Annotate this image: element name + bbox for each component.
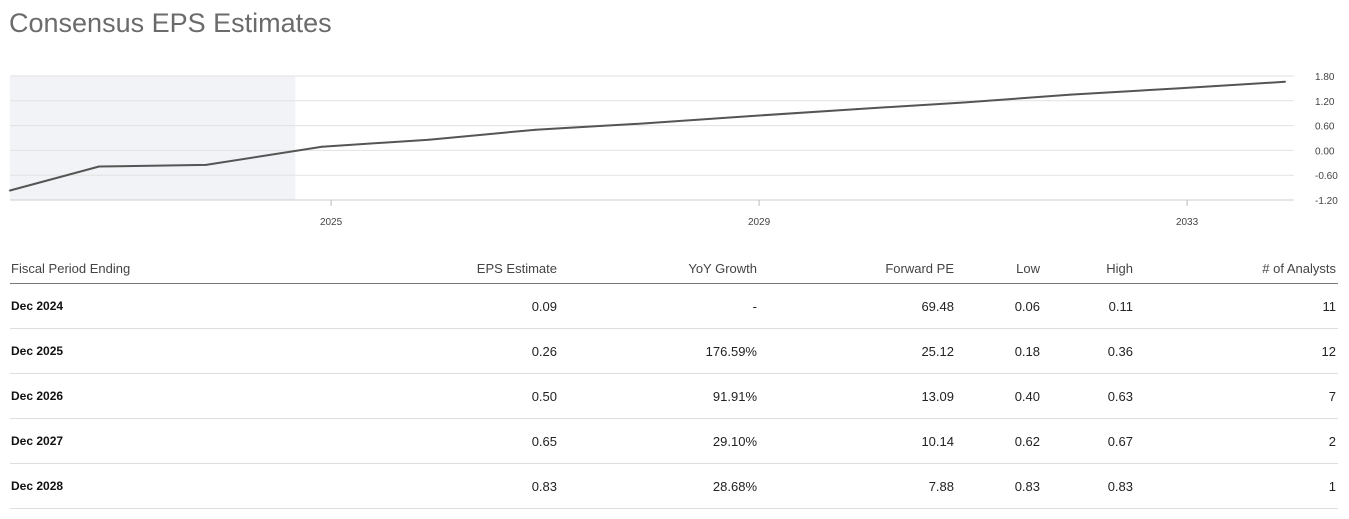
cell-num-analysts: 2	[1135, 418, 1338, 464]
y-tick-label: -1.20	[1315, 196, 1338, 207]
x-tick-label: 2025	[320, 217, 343, 228]
cell-high: 0.36	[1042, 328, 1135, 374]
cell-eps-estimate: 0.65	[270, 418, 559, 464]
eps-data-point	[855, 108, 858, 111]
cell-yoy-growth: 28.68%	[559, 463, 759, 509]
cell-yoy-growth: -	[559, 283, 759, 329]
cell-num-analysts: 12	[1135, 328, 1338, 374]
eps-data-point	[641, 122, 644, 125]
eps-data-point	[9, 189, 11, 192]
cell-forward-pe: 69.48	[759, 283, 956, 329]
cell-fiscal-period: Dec 2028	[10, 463, 270, 509]
eps-data-point	[320, 145, 323, 148]
y-tick-label: 1.20	[1315, 97, 1335, 108]
eps-data-point	[98, 165, 101, 168]
header-low[interactable]: Low	[956, 253, 1042, 284]
header-num-analysts[interactable]: # of Analysts	[1135, 253, 1338, 284]
cell-high: 0.11	[1042, 283, 1135, 329]
cell-num-analysts: 7	[1135, 373, 1338, 419]
y-tick-label: -0.60	[1315, 171, 1338, 182]
cell-eps-estimate: 0.09	[270, 283, 559, 329]
header-fiscal-period[interactable]: Fiscal Period Ending	[10, 253, 270, 284]
cell-num-analysts: 11	[1135, 283, 1338, 329]
eps-data-point	[1069, 93, 1072, 96]
cell-yoy-growth: 29.10%	[559, 418, 759, 464]
y-tick-label: 0.60	[1315, 122, 1335, 133]
eps-line-chart: 1.80 1.20 0.60 0.00 -0.60 -1.20 2025 2029 2033	[9, 72, 1338, 228]
cell-forward-pe: 10.14	[759, 418, 956, 464]
eps-data-point	[1176, 87, 1179, 90]
table-header-row: Fiscal Period Ending EPS Estimate YoY Gr…	[10, 253, 1338, 284]
eps-data-point	[204, 163, 207, 166]
table-row: Dec 2028 0.83 28.68% 7.88 0.83 0.83 1	[10, 463, 1338, 509]
header-yoy-growth[interactable]: YoY Growth	[559, 253, 759, 284]
x-tick-label: 2033	[1176, 217, 1199, 228]
eps-data-point	[534, 128, 537, 131]
cell-eps-estimate: 0.50	[270, 373, 559, 419]
eps-data-point	[962, 101, 965, 104]
cell-yoy-growth: 91.91%	[559, 373, 759, 419]
cell-low: 0.62	[956, 418, 1042, 464]
table-row: Dec 2024 0.09 - 69.48 0.06 0.11 11	[10, 283, 1338, 329]
cell-fiscal-period: Dec 2025	[10, 328, 270, 374]
eps-data-point	[748, 115, 751, 118]
table-row: Dec 2026 0.50 91.91% 13.09 0.40 0.63 7	[10, 373, 1338, 419]
cell-forward-pe: 7.88	[759, 463, 956, 509]
cell-fiscal-period: Dec 2024	[10, 283, 270, 329]
table-row: Dec 2025 0.26 176.59% 25.12 0.18 0.36 12	[10, 328, 1338, 374]
y-tick-label: 0.00	[1315, 146, 1335, 157]
page-title: Consensus EPS Estimates	[9, 8, 332, 38]
cell-high: 0.83	[1042, 463, 1135, 509]
cell-yoy-growth: 176.59%	[559, 328, 759, 374]
eps-estimates-table: Fiscal Period Ending EPS Estimate YoY Gr…	[10, 253, 1338, 509]
header-eps-estimate[interactable]: EPS Estimate	[270, 253, 559, 284]
cell-low: 0.18	[956, 328, 1042, 374]
cell-low: 0.06	[956, 283, 1042, 329]
cell-low: 0.40	[956, 373, 1042, 419]
header-forward-pe[interactable]: Forward PE	[759, 253, 956, 284]
cell-forward-pe: 13.09	[759, 373, 956, 419]
eps-data-point	[1283, 80, 1286, 83]
eps-data-point	[427, 138, 430, 141]
header-high[interactable]: High	[1042, 253, 1135, 284]
x-tick-label: 2029	[748, 217, 771, 228]
cell-high: 0.63	[1042, 373, 1135, 419]
cell-low: 0.83	[956, 463, 1042, 509]
cell-forward-pe: 25.12	[759, 328, 956, 374]
cell-high: 0.67	[1042, 418, 1135, 464]
historical-shaded-region	[10, 76, 296, 200]
table-row: Dec 2027 0.65 29.10% 10.14 0.62 0.67 2	[10, 418, 1338, 464]
cell-eps-estimate: 0.26	[270, 328, 559, 374]
cell-fiscal-period: Dec 2027	[10, 418, 270, 464]
cell-fiscal-period: Dec 2026	[10, 373, 270, 419]
cell-eps-estimate: 0.83	[270, 463, 559, 509]
cell-num-analysts: 1	[1135, 463, 1338, 509]
y-tick-label: 1.80	[1315, 72, 1335, 83]
